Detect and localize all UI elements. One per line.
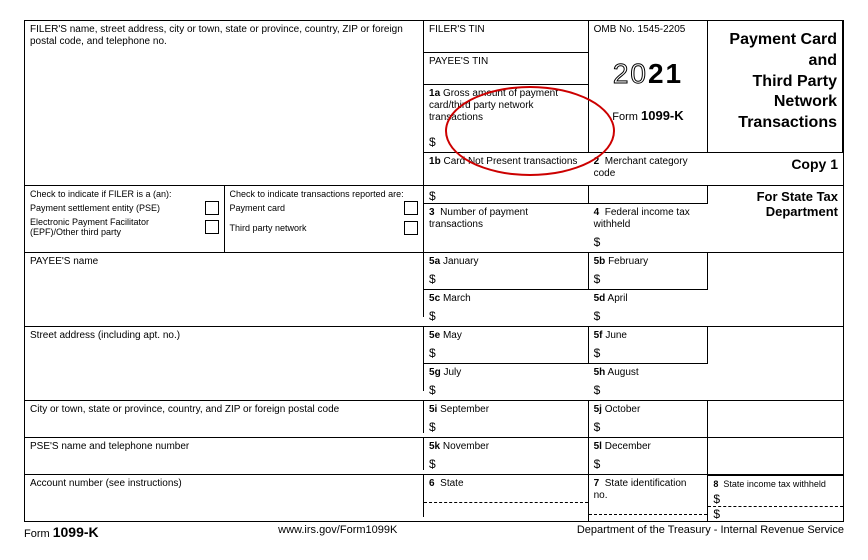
omb-year-box: OMB No. 1545-2205 2021 Form 1099-K	[589, 21, 709, 153]
form-footer: Form 1099-K www.irs.gov/Form1099K Depart…	[24, 524, 844, 540]
form-1099k: FILER'S name, street address, city or to…	[24, 20, 844, 522]
payment-card-checkbox[interactable]	[404, 201, 418, 215]
payees-tin-box: PAYEE'S TIN	[424, 53, 589, 85]
street-label: Street address (including apt. no.)	[30, 330, 418, 342]
omb-label: OMB No. 1545-2205	[594, 24, 703, 36]
title-l1: Payment Card and	[713, 30, 837, 72]
box-1a-label: Gross amount of payment card/third party…	[429, 88, 558, 123]
payees-tin-label: PAYEE'S TIN	[429, 56, 583, 68]
box-4-label: Federal income tax withheld	[594, 207, 690, 230]
filer-name-block: FILER'S name, street address, city or to…	[25, 21, 424, 185]
box-3-label: Number of payment transactions	[429, 207, 528, 230]
footer-dept: Department of the Treasury - Internal Re…	[577, 524, 844, 540]
epf-label: Electronic Payment Facilitator (EPF)/Oth…	[30, 217, 190, 237]
top-row: FILER'S name, street address, city or to…	[25, 21, 843, 186]
box-4-dollar: $	[594, 231, 704, 249]
box-1a-no: 1a	[429, 88, 440, 99]
copy1-label: Copy 1	[713, 156, 838, 172]
box-1b-no: 1b	[429, 156, 441, 167]
box-1b-3-col: $ 3 Number of payment transactions	[424, 186, 589, 252]
box-6: 6 State	[424, 475, 589, 521]
pse-label: Payment settlement entity (PSE)	[30, 203, 160, 213]
box-4-no: 4	[594, 207, 600, 218]
pse-name-label: PSE'S name and telephone number	[30, 441, 418, 453]
box-1b-dollar: $	[429, 189, 583, 203]
tax-year: 2021	[594, 58, 703, 90]
city-row: City or town, state or province, country…	[25, 401, 843, 438]
filer-check-row: Check to indicate if FILER is a (an): Pa…	[25, 186, 843, 253]
box-2-no: 2	[594, 156, 600, 167]
street-row: Street address (including apt. no.) 5e M…	[25, 327, 843, 401]
trans-heading: Check to indicate transactions reported …	[230, 189, 419, 199]
city-box: City or town, state or province, country…	[25, 401, 424, 433]
form-number-line: Form 1099-K	[594, 108, 703, 123]
box-2-bottom	[589, 186, 709, 204]
payment-card-label: Payment card	[230, 203, 286, 213]
box-7: 7 State identification no.	[589, 475, 709, 521]
filers-tin-box: FILER'S TIN	[424, 21, 589, 53]
title-l3: Network	[713, 92, 837, 113]
pse-name-box: PSE'S name and telephone number	[25, 438, 424, 470]
box-1b-top: 1b Card Not Present transactions	[424, 153, 589, 185]
tpn-label: Third party network	[230, 223, 307, 233]
tin-column: FILER'S TIN PAYEE'S TIN 1a Gross amount …	[424, 21, 589, 185]
box-3-no: 3	[429, 207, 435, 218]
filer-name-label: FILER'S name, street address, city or to…	[30, 24, 418, 48]
pse-row: PSE'S name and telephone number 5k Novem…	[25, 438, 843, 475]
copy-l3: Department	[713, 204, 838, 219]
payee-name-label: PAYEE'S name	[30, 256, 418, 268]
filer-check-right: Check to indicate transactions reported …	[225, 186, 425, 252]
street-box: Street address (including apt. no.)	[25, 327, 424, 391]
pse-checkbox[interactable]	[205, 201, 219, 215]
copy-l2: For State Tax	[713, 189, 838, 204]
copy-continuation: For State Tax Department	[708, 186, 843, 252]
account-label: Account number (see instructions)	[30, 478, 418, 490]
box-7-no: 7	[594, 478, 600, 489]
payee-name-box: PAYEE'S name	[25, 253, 424, 317]
copy1-top: Copy 1	[708, 153, 843, 185]
city-label: City or town, state or province, country…	[30, 404, 418, 416]
box-6-label: State	[440, 478, 463, 489]
box-6-no: 6	[429, 478, 435, 489]
box-1a-dollar: $	[429, 131, 583, 149]
tpn-checkbox[interactable]	[404, 221, 418, 235]
box-2-top: 2 Merchant category code	[589, 153, 709, 185]
box-2-label: Merchant category code	[594, 156, 688, 179]
box-8-label: State income tax withheld	[723, 479, 826, 489]
title-l2: Third Party	[713, 72, 837, 93]
box-7-label: State identification no.	[594, 478, 687, 501]
box-1a: 1a Gross amount of payment card/third pa…	[424, 85, 589, 153]
epf-checkbox[interactable]	[205, 220, 219, 234]
box-4: 4 Federal income tax withheld $	[589, 204, 709, 252]
omb-year-column: OMB No. 1545-2205 2021 Form 1099-K 2 Mer…	[589, 21, 709, 185]
form-title-box: Payment Card and Third Party Network Tra…	[708, 21, 843, 153]
title-l4: Transactions	[713, 113, 837, 134]
box-8: 8 State income tax withheld $ $	[708, 475, 843, 521]
account-box: Account number (see instructions)	[25, 475, 424, 517]
filer-check-heading: Check to indicate if FILER is a (an):	[30, 189, 219, 199]
account-row: Account number (see instructions) 6 Stat…	[25, 475, 843, 521]
title-column: Payment Card and Third Party Network Tra…	[708, 21, 843, 185]
filers-tin-label: FILER'S TIN	[429, 24, 583, 36]
filer-check-left: Check to indicate if FILER is a (an): Pa…	[25, 186, 225, 252]
box-3: 3 Number of payment transactions	[424, 204, 589, 252]
box-1b-label: Card Not Present transactions	[443, 156, 577, 167]
footer-url: www.irs.gov/Form1099K	[278, 524, 397, 540]
payee-row: PAYEE'S name 5a January $ 5c March $ 5b …	[25, 253, 843, 327]
box-2-4-col: 4 Federal income tax withheld $	[589, 186, 709, 252]
